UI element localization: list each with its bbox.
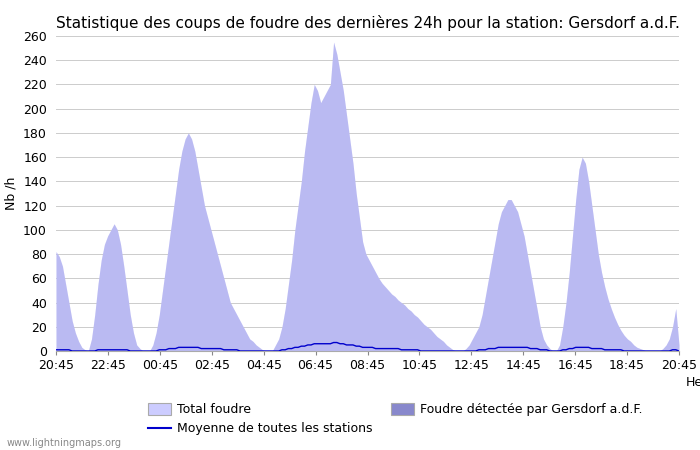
Title: Statistique des coups de foudre des dernières 24h pour la station: Gersdorf a.d.: Statistique des coups de foudre des dern…: [55, 15, 680, 31]
Text: Heure: Heure: [686, 376, 700, 389]
Y-axis label: Nb /h: Nb /h: [4, 177, 18, 210]
Legend: Total foudre, Moyenne de toutes les stations, Foudre détectée par Gersdorf a.d.F: Total foudre, Moyenne de toutes les stat…: [144, 398, 648, 441]
Text: www.lightningmaps.org: www.lightningmaps.org: [7, 438, 122, 448]
